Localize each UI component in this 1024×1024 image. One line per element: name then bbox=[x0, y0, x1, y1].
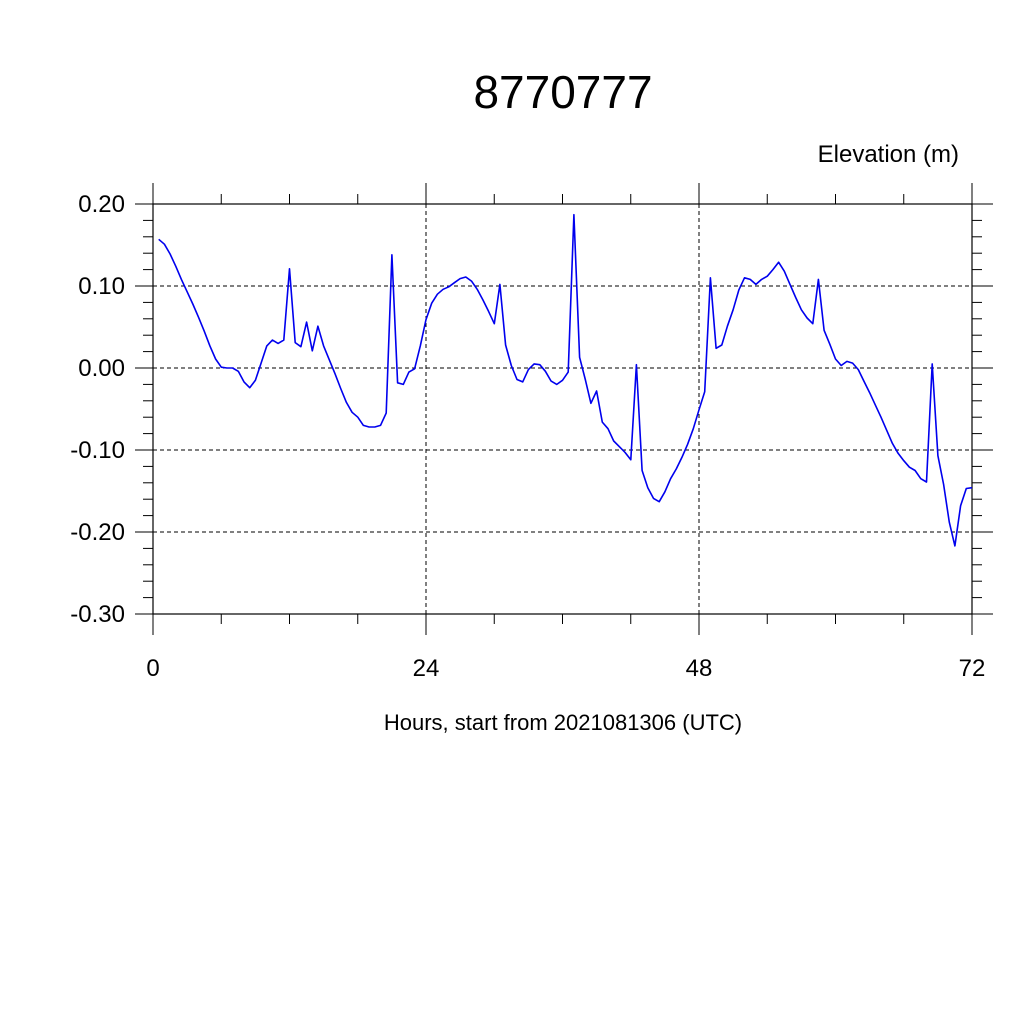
y-tick-label: 0.10 bbox=[78, 273, 125, 300]
y-tick-label: -0.10 bbox=[70, 437, 125, 464]
y-tick-label: -0.30 bbox=[70, 601, 125, 628]
y-axis-label: Elevation (m) bbox=[818, 141, 959, 168]
x-tick-label: 0 bbox=[146, 655, 159, 682]
chart-title: 8770777 bbox=[473, 66, 652, 118]
x-axis-label: Hours, start from 2021081306 (UTC) bbox=[384, 710, 742, 735]
x-tick-label: 48 bbox=[686, 655, 713, 682]
y-tick-label: 0.00 bbox=[78, 355, 125, 382]
y-tick-labels: 0.20 0.10 0.00 -0.10 -0.20 -0.30 bbox=[70, 191, 125, 628]
x-tick-labels: 0 24 48 72 bbox=[146, 655, 985, 682]
x-tick-label: 72 bbox=[959, 655, 986, 682]
y-tick-label: -0.20 bbox=[70, 519, 125, 546]
grid-lines bbox=[152, 203, 973, 615]
elevation-series-line bbox=[158, 213, 973, 547]
series-group bbox=[158, 213, 973, 547]
y-tick-label: 0.20 bbox=[78, 191, 125, 218]
plot-frame bbox=[152, 203, 973, 615]
x-tick-label: 24 bbox=[413, 655, 440, 682]
axis-ticks bbox=[135, 183, 993, 635]
